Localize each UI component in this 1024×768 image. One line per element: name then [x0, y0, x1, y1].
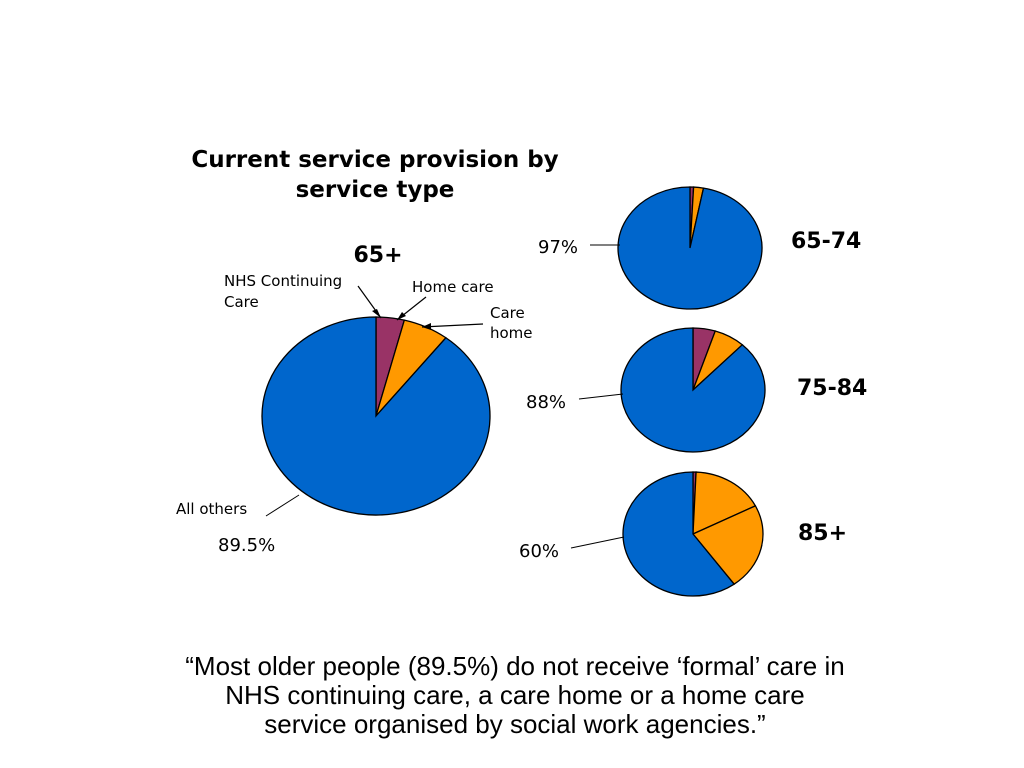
label-home-care: Home care — [412, 278, 494, 296]
label-all-others: All others — [176, 500, 247, 518]
leader-care-home — [421, 323, 484, 328]
pie-75-84 — [620, 327, 766, 453]
leader-75-84 — [578, 393, 624, 400]
value-label-85-plus: 60% — [519, 541, 559, 562]
arrow-nhs — [372, 309, 381, 318]
group-label-75-84: 75-84 — [797, 376, 867, 401]
pie-slice-care-home — [691, 505, 764, 586]
quote-line: “Most older people (89.5%) do not receiv… — [185, 651, 845, 681]
pie-85-plus — [622, 471, 764, 597]
group-label-65-74: 65-74 — [791, 229, 861, 254]
value-label-75-84: 88% — [526, 392, 566, 413]
chart-title-line-1: Current service provision by — [191, 147, 558, 173]
pie-65-plus — [261, 316, 491, 516]
label-nhs-line-2: Care — [224, 293, 259, 311]
group-label-85-plus: 85+ — [798, 521, 847, 546]
arrow-home-care — [397, 312, 406, 320]
pie-slice-home-care — [692, 471, 757, 536]
quote-line: NHS continuing care, a care home or a ho… — [225, 680, 805, 710]
arrow-care-home — [422, 323, 431, 330]
pie-slice-all-others — [620, 327, 766, 453]
value-label-65-plus: 89.5% — [218, 535, 275, 556]
group-label-65-plus: 65+ — [353, 243, 402, 268]
pie-slice-all-others — [617, 186, 763, 310]
leader-85-plus — [570, 536, 625, 549]
label-nhs-line-1: NHS Continuing — [224, 272, 342, 290]
chart-title-line-2: service type — [296, 177, 455, 203]
quote-line: service organised by social work agencie… — [264, 709, 766, 739]
label-care-home-line-2: home — [490, 324, 533, 342]
leader-all-others — [265, 494, 300, 517]
label-care-home-line-1: Care — [490, 304, 525, 322]
pie-slice-all-others — [622, 471, 736, 597]
value-label-65-74: 97% — [538, 237, 578, 258]
quote-text: “Most older people (89.5%) do not receiv… — [90, 652, 940, 739]
pie-65-74 — [617, 186, 763, 310]
pie-slice-all-others — [261, 316, 491, 516]
